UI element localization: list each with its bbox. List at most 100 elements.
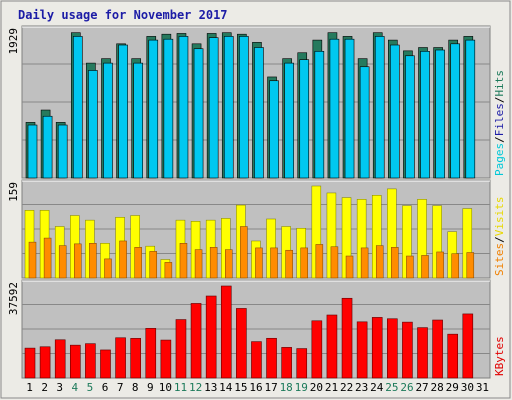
x-tick-label: 1 [26,381,33,394]
bar-kbytes [160,339,172,379]
bar-sites [149,251,158,279]
x-tick-label: 17 [264,381,277,394]
bar-sites [270,247,278,279]
bar-files [118,44,128,179]
bar-kbytes [462,313,474,379]
x-axis-day-labels: 1 2 3 4 5 6 7 8 9 10 11 12 13 14 15 16 17 18 19 20 21 22 23 24 2… [26,381,489,394]
x-tick-label: 22 [340,381,353,394]
bar-sites [285,249,293,279]
x-tick-label: 27 [415,381,428,394]
bar-sites [436,251,444,279]
x-tick-label: 14 [219,381,233,394]
bar-files [435,49,445,179]
x-tick-label: 31 [476,381,489,394]
bar-sites [225,249,233,279]
bar-kbytes [296,348,308,379]
bar-files [42,115,53,179]
bar-kbytes [417,327,428,379]
legend-visits_sites: Sites/Visits [493,197,506,277]
bar-files [27,124,38,179]
x-tick-label: 11 [174,381,187,394]
bar-files [208,37,219,179]
bar-kbytes [402,321,413,379]
y-max-label: 159 [7,182,20,202]
bar-kbytes [387,318,398,379]
bar-files [465,39,476,179]
bar-sites [58,245,67,279]
legend-item: / [493,136,506,143]
bar-kbytes [39,346,51,379]
bar-files [163,38,174,179]
bar-files [359,66,370,179]
x-tick-label: 3 [56,381,63,394]
bar-kbytes [54,339,66,379]
x-tick-label: 29 [446,381,459,394]
bar-sites [360,247,369,279]
bar-files [344,38,355,179]
bar-sites [89,243,97,279]
bar-sites [240,226,248,279]
legend-item: Visits [493,197,506,237]
bar-files [269,80,279,179]
x-tick-label: 18 [280,381,293,394]
bar-files [133,62,143,179]
bar-files [223,36,234,179]
x-tick-label: 26 [400,381,413,394]
legend-item: / [493,97,506,104]
bar-kbytes [145,328,157,379]
chart-title: Daily usage for November 2017 [18,8,228,22]
bar-sites [345,255,354,279]
bar-files [299,59,310,179]
bar-sites [209,247,218,279]
bar-files [405,55,415,179]
bar-kbytes [205,295,217,379]
bar-kbytes [190,303,202,379]
x-tick-label: 4 [72,381,79,394]
bar-kbytes [69,344,81,379]
bar-sites [28,241,37,279]
x-tick-label: 23 [355,381,368,394]
bar-sites [104,258,112,279]
bar-files [420,51,430,179]
x-tick-label: 25 [385,381,398,394]
bar-files [284,62,294,179]
bar-kbytes [130,338,141,379]
bar-sites [255,247,263,279]
bar-kbytes [220,285,232,379]
bar-files [374,36,385,179]
panel-visits_sites: 159 Sites/Visits [7,179,506,279]
legend-kbytes: KBytes [493,336,506,376]
bar-kbytes [311,320,323,379]
bar-kbytes [266,337,277,379]
x-tick-label: 30 [461,381,474,394]
panel-kbytes: 37592 KBytes [7,279,506,379]
bar-kbytes [115,337,126,379]
bar-kbytes [341,297,353,379]
bar-files [329,38,340,179]
bar-sites [421,255,429,279]
bar-kbytes [24,347,36,379]
x-tick-label: 24 [370,381,384,394]
bar-kbytes [175,319,187,379]
bar-files [314,51,325,179]
y-max-label: 1929 [7,28,20,55]
bar-sites [315,244,324,279]
bar-kbytes [251,341,262,379]
bar-files [390,44,400,179]
x-tick-label: 8 [132,381,139,394]
bar-files [57,124,68,179]
bar-files [148,39,159,179]
legend-item: Pages [493,143,506,176]
legend-item: Hits [493,70,506,97]
bar-sites [300,247,308,279]
bar-files [72,36,83,179]
x-tick-label: 20 [310,381,323,394]
bar-sites [74,243,82,279]
bar-sites [194,249,203,279]
x-tick-label: 13 [204,381,217,394]
bar-files [254,47,264,179]
bar-sites [330,246,339,279]
